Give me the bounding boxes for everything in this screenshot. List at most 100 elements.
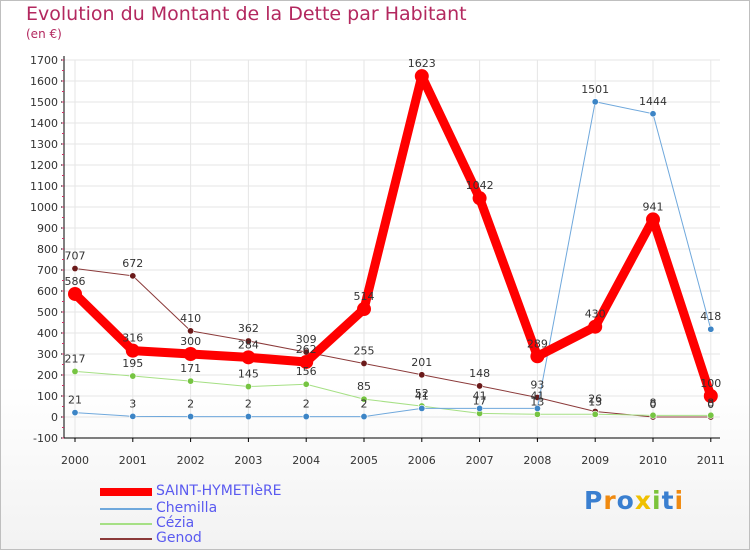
data-point: [476, 404, 484, 412]
y-tick-label: 1600: [30, 75, 58, 88]
data-point: [357, 302, 371, 317]
data-point: [244, 337, 252, 345]
x-tick-label: 2010: [639, 454, 667, 467]
data-label: 41: [473, 389, 487, 402]
data-label: 13: [588, 395, 602, 408]
logo-letter: o: [616, 486, 635, 515]
data-point: [476, 382, 484, 390]
legend-label-cezia: Cézia: [156, 515, 195, 531]
legend-swatch-saint-hymetiere: [100, 488, 152, 496]
data-label: 41: [530, 389, 544, 402]
data-point: [591, 410, 599, 418]
x-tick-label: 2009: [581, 454, 609, 467]
data-label: 1623: [408, 57, 436, 70]
data-label: 284: [238, 338, 259, 351]
data-point: [360, 413, 368, 421]
data-label: 8: [707, 396, 714, 409]
data-point: [530, 349, 545, 364]
y-tick-label: 1300: [30, 138, 58, 151]
data-label: 2: [303, 398, 310, 411]
data-label: 418: [700, 310, 721, 323]
legend-item-genod: Genod: [100, 530, 300, 547]
x-tick-label: 2005: [350, 454, 378, 467]
data-label: 362: [238, 322, 259, 335]
series-line-3: [74, 268, 712, 418]
data-point: [414, 69, 429, 84]
y-tick-label: 100: [37, 390, 58, 403]
data-label: 3: [129, 397, 136, 410]
y-tick-label: -100: [33, 432, 58, 445]
x-tick-label: 2007: [466, 454, 494, 467]
y-tick-label: 1400: [30, 117, 58, 130]
y-tick-label: 300: [37, 348, 58, 361]
data-point: [129, 272, 137, 280]
x-tick-label: 2001: [119, 454, 147, 467]
legend-swatch-genod: [100, 538, 152, 540]
chart-title: Evolution du Montant de la Dette par Hab…: [26, 3, 467, 25]
legend-label-chemilla: Chemilla: [156, 500, 218, 516]
x-tick-label: 2008: [523, 454, 551, 467]
logo-letter: i: [674, 486, 685, 515]
data-label: 156: [296, 365, 317, 378]
data-label: 100: [700, 377, 721, 390]
data-label: 707: [65, 250, 86, 263]
data-point: [187, 327, 195, 335]
data-label: 148: [469, 367, 490, 380]
data-point: [707, 411, 715, 419]
data-point: [302, 380, 310, 388]
data-point: [241, 350, 256, 365]
x-tick-label: 2003: [234, 454, 262, 467]
x-tick-label: 2006: [408, 454, 436, 467]
data-point: [472, 191, 487, 206]
legend-label-saint-hymetiere: SAINT-HYMETIèRE: [156, 483, 282, 499]
data-label: 41: [415, 389, 429, 402]
data-point: [125, 343, 140, 358]
data-label: 2: [361, 398, 368, 411]
data-point: [129, 372, 137, 380]
series-line-1: [74, 101, 712, 418]
logo-letter: r: [603, 486, 617, 515]
data-label: 1501: [581, 83, 609, 96]
data-label: 2: [245, 398, 252, 411]
data-label: 21: [68, 394, 82, 407]
data-label: 316: [122, 332, 143, 345]
data-label: 2: [187, 398, 194, 411]
data-label: 85: [357, 380, 371, 393]
data-label: 0: [707, 398, 714, 411]
data-point: [360, 359, 368, 367]
chart-unit-label: (en €): [26, 27, 62, 41]
data-label: 17: [473, 394, 487, 407]
logo-letter: t: [661, 486, 675, 515]
y-tick-label: 0: [51, 411, 58, 424]
data-label: 514: [354, 290, 375, 303]
data-label: 262: [296, 343, 317, 356]
data-point: [533, 410, 541, 418]
y-tick-label: 800: [37, 243, 58, 256]
data-point: [187, 377, 195, 385]
legend-swatch-cezia: [100, 523, 152, 525]
data-label: 410: [180, 312, 201, 325]
logo-letter: x: [634, 486, 652, 515]
series-line-0: [70, 71, 716, 401]
data-point: [707, 325, 715, 333]
data-label: 941: [643, 200, 664, 213]
data-point: [244, 413, 252, 421]
data-point: [588, 319, 603, 334]
data-point: [244, 383, 252, 391]
series-line-2: [74, 370, 712, 416]
data-point: [71, 265, 79, 273]
data-label: 8: [650, 396, 657, 409]
x-tick-label: 2000: [61, 454, 89, 467]
data-label: 217: [65, 352, 86, 365]
data-point: [187, 413, 195, 421]
data-label: 1042: [466, 179, 494, 192]
data-point: [71, 367, 79, 375]
y-tick-label: 700: [37, 264, 58, 277]
data-point: [302, 413, 310, 421]
data-label: 145: [238, 368, 259, 381]
data-point: [649, 110, 657, 118]
data-label: 201: [411, 356, 432, 369]
y-tick-label: 600: [37, 285, 58, 298]
legend-item-cezia: Cézia: [100, 515, 300, 532]
